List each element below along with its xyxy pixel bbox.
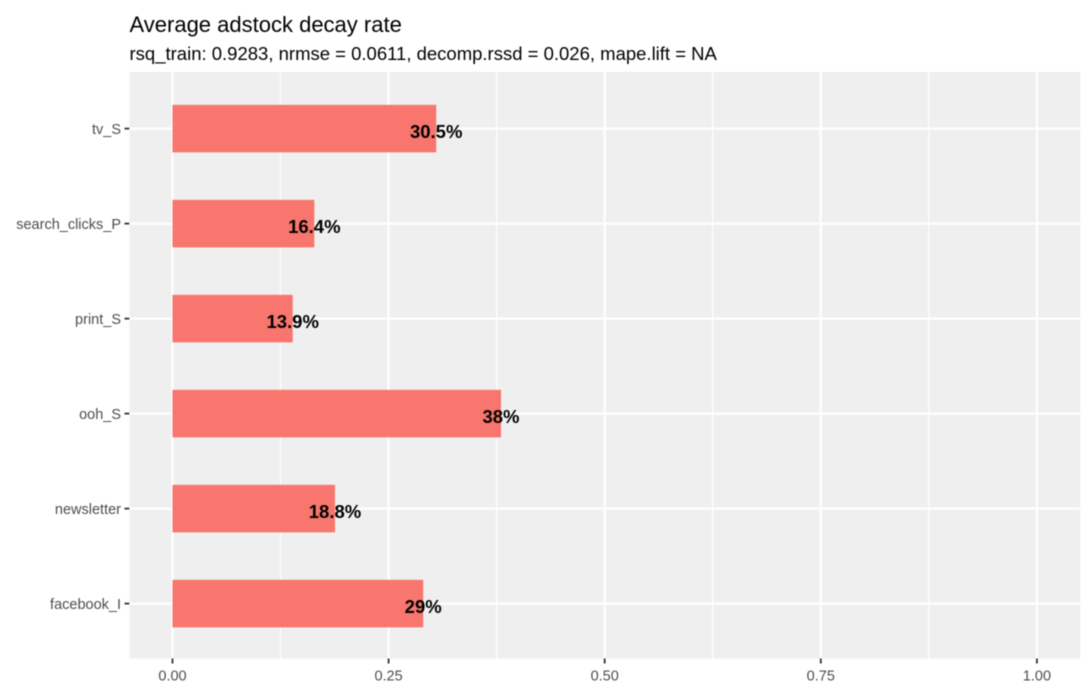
svg-text:print_S: print_S [75, 312, 121, 328]
svg-text:13.9%: 13.9% [266, 311, 318, 332]
svg-text:30.5%: 30.5% [410, 121, 462, 142]
svg-text:18.8%: 18.8% [309, 501, 361, 522]
svg-text:16.4%: 16.4% [288, 216, 340, 237]
svg-text:rsq_train: 0.9283, nrmse = 0.0: rsq_train: 0.9283, nrmse = 0.0611, decom… [130, 43, 718, 65]
svg-text:0.00: 0.00 [158, 669, 186, 685]
svg-text:tv_S: tv_S [92, 122, 121, 138]
svg-text:0.75: 0.75 [807, 669, 835, 685]
svg-text:Average adstock decay rate: Average adstock decay rate [130, 12, 402, 37]
svg-text:search_clicks_P: search_clicks_P [16, 217, 121, 233]
svg-text:1.00: 1.00 [1023, 669, 1051, 685]
svg-text:29%: 29% [405, 596, 442, 617]
svg-text:facebook_I: facebook_I [50, 597, 121, 613]
svg-text:0.50: 0.50 [591, 669, 619, 685]
svg-text:ooh_S: ooh_S [79, 407, 121, 423]
svg-text:38%: 38% [482, 406, 519, 427]
svg-text:newsletter: newsletter [55, 502, 121, 518]
svg-text:0.25: 0.25 [374, 669, 402, 685]
